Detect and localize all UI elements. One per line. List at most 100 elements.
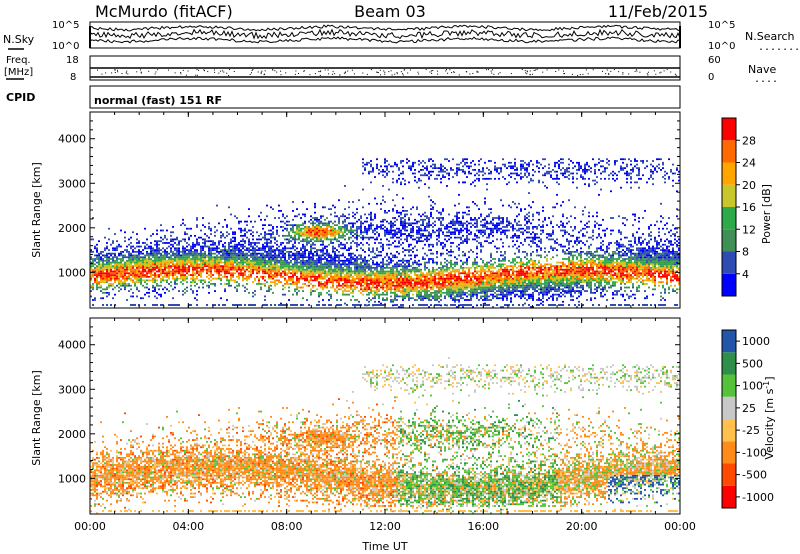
heatmap-cell (450, 220, 452, 223)
heatmap-cell (342, 236, 344, 239)
heatmap-cell (450, 233, 452, 235)
heatmap-cell (164, 242, 166, 244)
heatmap-cell (412, 293, 414, 296)
heatmap-cell (106, 263, 108, 266)
heatmap-cell (196, 256, 198, 259)
heatmap-cell (404, 290, 406, 292)
heatmap-cell (330, 281, 332, 284)
heatmap-cell (344, 263, 346, 266)
heatmap-cell (252, 238, 254, 241)
heatmap-cell (220, 297, 222, 300)
heatmap-cell (132, 254, 134, 257)
heatmap-cell (224, 283, 226, 285)
nave-dot (213, 69, 215, 71)
heatmap-cell (422, 284, 424, 287)
heatmap-cell (314, 227, 316, 230)
heatmap-cell (358, 265, 360, 268)
heatmap-cell (344, 231, 346, 234)
nave-dot (647, 71, 649, 73)
heatmap-cell (330, 295, 332, 298)
heatmap-cell (288, 234, 290, 237)
heatmap-cell (332, 272, 334, 275)
heatmap-cell (156, 256, 158, 259)
nave-dot (295, 70, 297, 72)
heatmap-cell (398, 272, 400, 275)
heatmap-cell (350, 283, 352, 285)
heatmap-cell (428, 195, 430, 198)
heatmap-cell (284, 265, 286, 268)
heatmap-cell (140, 250, 142, 253)
heatmap-cell (304, 268, 306, 271)
heatmap-cell (90, 286, 92, 289)
heatmap-cell (116, 277, 118, 280)
heatmap-cell (294, 263, 296, 266)
heatmap-cell (210, 247, 212, 250)
heatmap-cell (406, 284, 408, 287)
heatmap-cell (320, 233, 322, 235)
heatmap-cell (202, 249, 204, 251)
heatmap-cell (118, 272, 120, 275)
nave-dot (377, 72, 379, 74)
nave-dot (140, 72, 142, 74)
heatmap-cell (116, 258, 118, 260)
heatmap-cell (316, 268, 318, 271)
heatmap-cell (428, 245, 430, 248)
heatmap-cell (448, 229, 450, 232)
heatmap-cell (314, 250, 316, 253)
heatmap-cell (278, 254, 280, 257)
heatmap-cell (96, 261, 98, 264)
heatmap-cell (292, 274, 294, 276)
heatmap-cell (222, 258, 224, 260)
heatmap-cell (284, 279, 286, 282)
heatmap-cell (200, 256, 202, 259)
heatmap-cell (342, 284, 344, 287)
heatmap-cell (314, 270, 316, 273)
heatmap-cell (384, 279, 386, 282)
heatmap-cell (108, 238, 110, 241)
heatmap-cell (430, 283, 432, 285)
heatmap-cell (370, 215, 372, 218)
heatmap-cell (140, 275, 142, 278)
heatmap-cell (304, 274, 306, 276)
heatmap-cell (368, 229, 370, 232)
heatmap-cell (338, 199, 340, 202)
heatmap-cell (230, 267, 232, 269)
heatmap-cell (292, 275, 294, 278)
heatmap-cell (350, 236, 352, 239)
heatmap-cell (272, 256, 274, 259)
heatmap-cell (240, 267, 242, 269)
heatmap-cell (386, 263, 388, 266)
heatmap-cell (276, 256, 278, 259)
heatmap-cell (128, 252, 130, 255)
heatmap-cell (108, 227, 110, 230)
heatmap-cell (316, 265, 318, 268)
heatmap-cell (318, 272, 320, 275)
heatmap-cell (372, 231, 374, 234)
heatmap-cell (386, 277, 388, 280)
heatmap-cell (404, 229, 406, 232)
heatmap-cell (436, 261, 438, 264)
heatmap-cell (320, 250, 322, 253)
heatmap-cell (174, 304, 176, 306)
heatmap-cell (214, 259, 216, 262)
heatmap-cell (370, 170, 372, 173)
heatmap-cell (262, 267, 264, 269)
heatmap-cell (450, 242, 452, 244)
heatmap-cell (280, 242, 282, 244)
heatmap-cell (164, 268, 166, 271)
heatmap-cell (388, 270, 390, 273)
nave-dot (417, 71, 419, 73)
heatmap-cell (352, 277, 354, 280)
heatmap-cell (212, 242, 214, 244)
heatmap-cell (126, 261, 128, 264)
heatmap-cell (244, 265, 246, 268)
heatmap-cell (268, 277, 270, 280)
heatmap-cell (366, 263, 368, 266)
heatmap-cell (256, 259, 258, 262)
heatmap-cell (334, 259, 336, 262)
heatmap-cell (276, 265, 278, 268)
heatmap-cell (204, 265, 206, 268)
heatmap-cell (224, 236, 226, 239)
heatmap-cell (234, 268, 236, 271)
heatmap-cell (172, 258, 174, 260)
